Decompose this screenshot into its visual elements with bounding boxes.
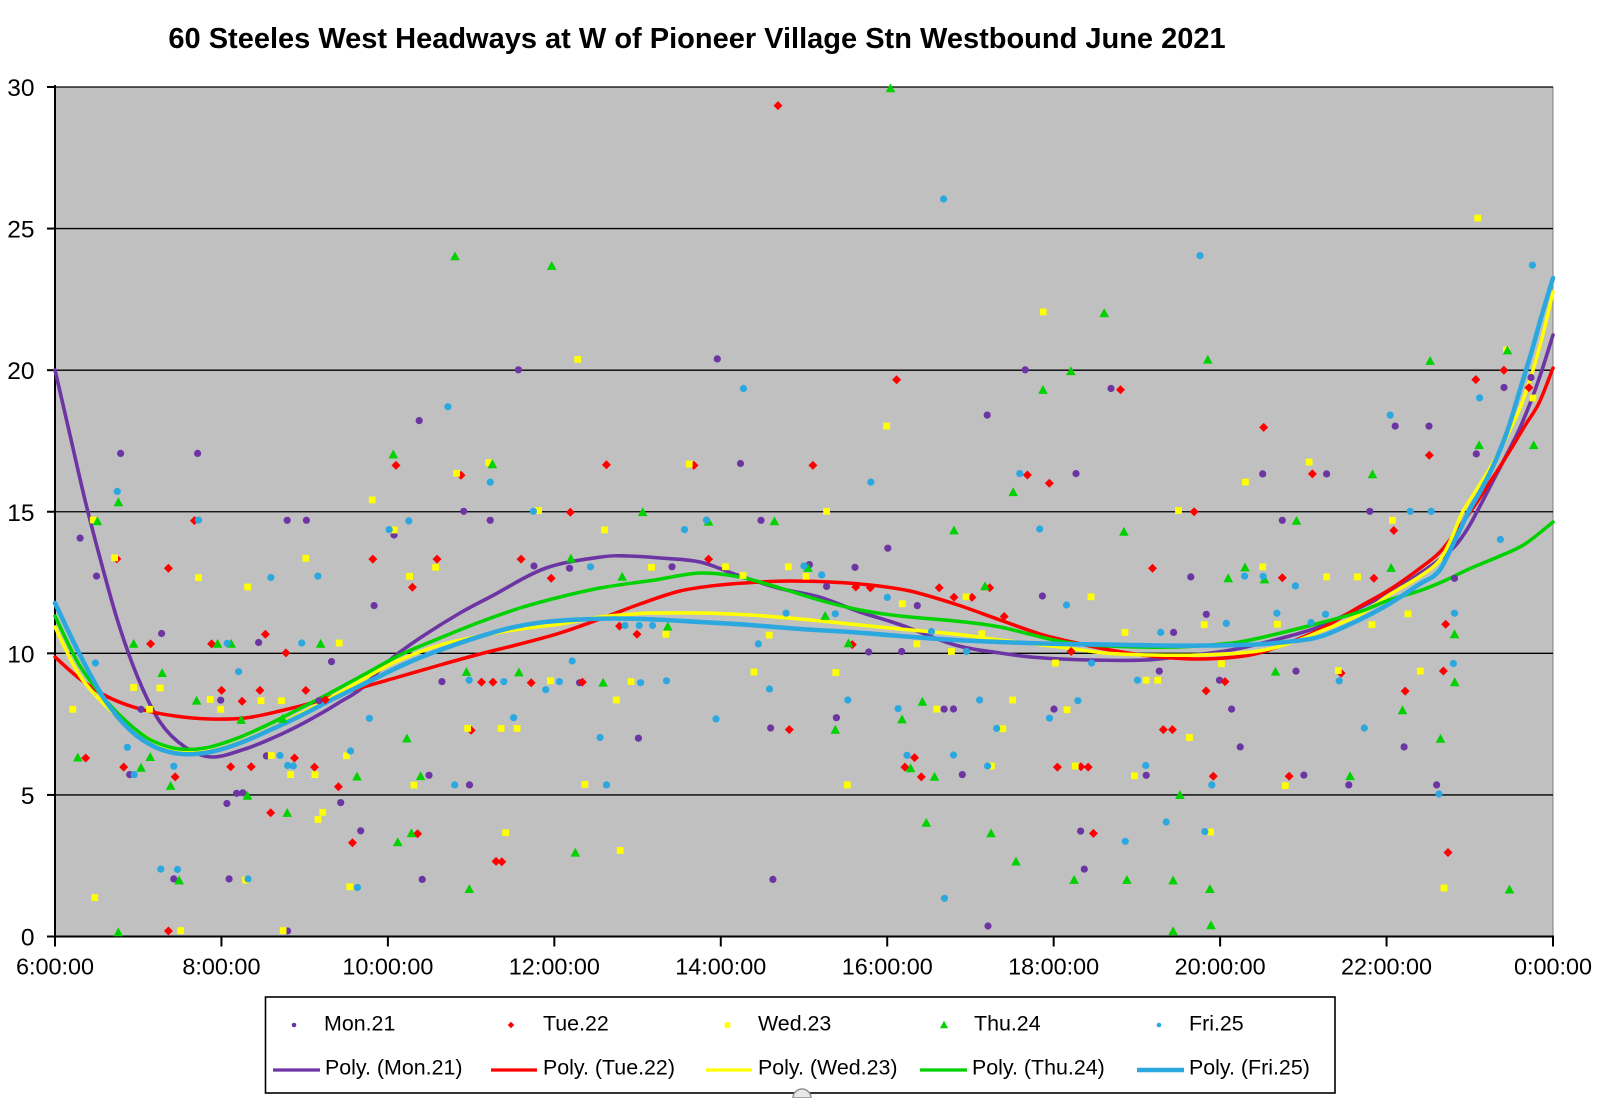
- svg-text:25: 25: [7, 217, 34, 244]
- svg-text:0: 0: [21, 925, 35, 952]
- svg-text:6:00:00: 6:00:00: [16, 954, 94, 980]
- svg-text:Poly. (Tue.22): Poly. (Tue.22): [543, 1056, 675, 1080]
- svg-text:16:00:00: 16:00:00: [842, 954, 933, 980]
- svg-text:30: 30: [7, 75, 34, 102]
- svg-text:20:00:00: 20:00:00: [1175, 954, 1266, 980]
- svg-text:5: 5: [21, 783, 35, 810]
- svg-text:22:00:00: 22:00:00: [1341, 954, 1432, 980]
- svg-text:Wed.23: Wed.23: [758, 1012, 831, 1036]
- svg-text:10: 10: [7, 641, 34, 668]
- svg-text:20: 20: [7, 358, 34, 385]
- svg-text:Poly. (Thu.24): Poly. (Thu.24): [972, 1056, 1105, 1080]
- svg-text:Tue.22: Tue.22: [543, 1012, 609, 1036]
- svg-text:Poly. (Wed.23): Poly. (Wed.23): [758, 1056, 898, 1080]
- svg-text:8:00:00: 8:00:00: [182, 954, 260, 980]
- svg-text:Poly. (Fri.25): Poly. (Fri.25): [1189, 1056, 1310, 1080]
- svg-text:Poly. (Mon.21): Poly. (Mon.21): [325, 1056, 463, 1080]
- svg-text:Thu.24: Thu.24: [974, 1012, 1041, 1036]
- svg-text:Mon.21: Mon.21: [324, 1012, 395, 1036]
- svg-text:18:00:00: 18:00:00: [1008, 954, 1099, 980]
- svg-text:15: 15: [7, 500, 34, 527]
- svg-text:12:00:00: 12:00:00: [509, 954, 600, 980]
- svg-text:10:00:00: 10:00:00: [342, 954, 433, 980]
- svg-text:0:00:00: 0:00:00: [1514, 954, 1592, 980]
- svg-text:60 Steeles West Headways at W: 60 Steeles West Headways at W of Pioneer…: [168, 23, 1225, 55]
- svg-text:14:00:00: 14:00:00: [675, 954, 766, 980]
- svg-text:Fri.25: Fri.25: [1189, 1012, 1244, 1036]
